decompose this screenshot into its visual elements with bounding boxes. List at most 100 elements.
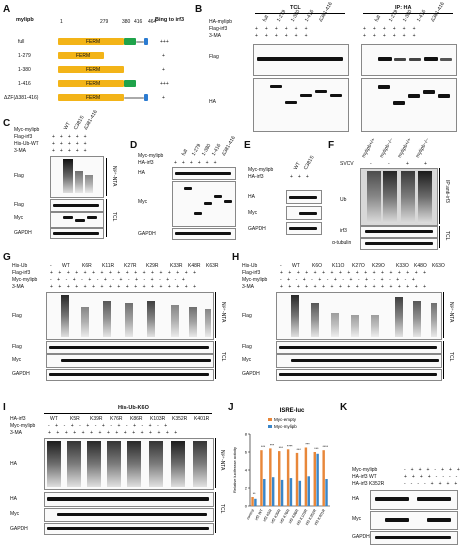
x-tick-label: irf3 WT xyxy=(254,508,264,521)
sign-row: ++++++++++++++++++ xyxy=(280,270,432,276)
blot-gapdh xyxy=(50,228,104,239)
blot-label: GAPDH xyxy=(242,371,260,377)
group-right: IP: HA xyxy=(395,5,412,11)
panel-letter: J xyxy=(228,402,234,413)
panel-letter: C xyxy=(3,118,11,129)
ferm-label: FERM xyxy=(76,52,91,59)
row-label: Flag-irf3 xyxy=(14,134,33,140)
blot-label: Myc xyxy=(138,199,148,205)
bar xyxy=(280,479,284,506)
blot-gapdh xyxy=(286,222,322,235)
blot-gapdh xyxy=(370,531,458,545)
y-tick-label: 6 xyxy=(245,450,248,455)
blot-ha-tcl xyxy=(44,492,214,507)
row-label: SVCV xyxy=(340,161,354,167)
blot-label: Myc xyxy=(242,357,252,363)
lane-label: K27R xyxy=(124,263,137,269)
lane-label: K6R xyxy=(82,263,92,269)
lane-label: C381S xyxy=(302,154,316,171)
row-label: His-Ub xyxy=(242,263,258,269)
significance-label: **** xyxy=(322,445,328,449)
y-tick-label: 0 xyxy=(245,504,248,509)
legend-swatch xyxy=(268,425,272,428)
binding: +++ xyxy=(160,39,169,45)
blot-label: GAPDH xyxy=(248,226,266,232)
panel-letter: B xyxy=(195,4,203,15)
binding: +++ xyxy=(160,81,169,87)
blot-label: Flag xyxy=(12,344,22,350)
tick: 380 xyxy=(122,19,131,25)
lane-label: K5R xyxy=(70,416,80,422)
lane-label: K11R xyxy=(102,263,115,269)
zf-domain xyxy=(124,38,136,45)
sign-row: -+++-+++ xyxy=(404,467,460,473)
blot-myc xyxy=(276,354,442,368)
blot-gapdh xyxy=(172,228,236,240)
blot-ha xyxy=(172,167,236,180)
row-label: 3-MA xyxy=(10,430,22,436)
lane-label: full xyxy=(180,148,190,157)
panel-a: A mylipb Bing to irf3 1 279 380 416 464 … xyxy=(0,0,190,108)
sign: + xyxy=(424,161,427,167)
panel-g: G His-Ub Flag-irf3 Myc-mylipb 3-MA - WT … xyxy=(0,252,230,402)
top-label: His-Ub-K6O xyxy=(118,405,149,411)
sign-row: ++++---- xyxy=(404,474,460,480)
ferm-domain xyxy=(58,66,124,73)
bar xyxy=(304,447,308,506)
blot-label: Flag xyxy=(12,313,22,319)
row-label: HA-irf3 WT xyxy=(352,474,377,480)
lane-label: mylipb−/− xyxy=(414,137,431,159)
bar xyxy=(254,498,257,506)
significance-label: *** xyxy=(314,447,319,451)
panel-i: I His-Ub-K6O HA-irf3 Myc-mylipb 3-MA WT … xyxy=(0,402,226,550)
significance-label: *** xyxy=(297,448,302,452)
blot-label: Flag xyxy=(242,344,252,350)
tick: 464 xyxy=(148,19,157,25)
header-left: mylipb xyxy=(16,17,34,23)
sign: - xyxy=(370,161,372,167)
bar xyxy=(298,480,302,506)
bar xyxy=(278,451,281,506)
ferm-domain xyxy=(58,52,104,59)
sign-row: -+-+-+-+-+-+-+-+-+ xyxy=(50,277,191,283)
ferm-domain xyxy=(58,94,124,101)
ferm-label: FERM xyxy=(86,94,101,101)
sign-row: ++++++ xyxy=(255,33,315,39)
lane-label: K27O xyxy=(352,263,365,269)
lane-label: WT xyxy=(292,263,300,269)
bar xyxy=(325,479,328,506)
bar xyxy=(295,452,299,506)
blot-gapdh xyxy=(46,369,214,381)
significance-label: ** xyxy=(253,492,256,496)
blot-label: GAPDH xyxy=(352,534,370,540)
lane-label: mylipb−/− xyxy=(378,137,395,159)
lane-label: 1-416 xyxy=(415,8,428,23)
lane-label: K48R xyxy=(188,263,201,269)
row-label: Myc-mylipb xyxy=(248,167,274,173)
lane-label: mylipb+/+ xyxy=(396,137,413,159)
blot-label: Myc xyxy=(12,357,22,363)
bar xyxy=(313,452,316,506)
bar xyxy=(307,476,310,506)
sign-row: ++++++ xyxy=(363,26,423,32)
blot-ub xyxy=(360,168,438,226)
bar xyxy=(322,450,325,506)
lane-label: WT xyxy=(292,161,302,171)
blot-myc xyxy=(370,511,458,530)
bar xyxy=(260,450,263,506)
blot-irf3 xyxy=(360,226,438,238)
row-label: 3-MA xyxy=(14,148,26,154)
blot-label: HA xyxy=(248,194,255,200)
blot-label: HA xyxy=(209,99,216,105)
sign-row: +++++ xyxy=(52,141,92,147)
blot-flag-ni xyxy=(276,292,442,340)
binding: + xyxy=(162,53,165,59)
isre-luc-chart: 0 2 4 6 8 ISRE-luc Myc-empty Myc-mylipb Relative… xyxy=(232,408,330,526)
lane-label: mylipb+/+ xyxy=(360,137,377,159)
panel-b: B TCL IP: HA HA-mylipb Flag-irf3 3-MA fu… xyxy=(195,0,460,140)
sign-row: -+-+-+-+-+-+-+-+-+ xyxy=(280,277,421,283)
row-label: Myc-mylipb xyxy=(138,153,164,159)
lane-label: K63R xyxy=(206,263,219,269)
tick: 1 xyxy=(60,19,63,25)
lane-label: K48O xyxy=(414,263,427,269)
